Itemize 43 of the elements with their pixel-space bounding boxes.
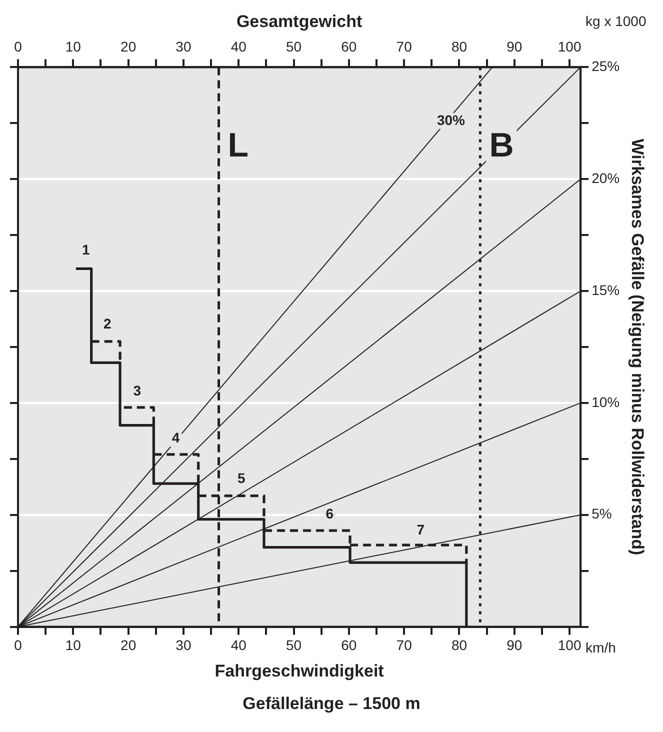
x-tick-label: 70	[396, 637, 412, 654]
x2-tick-label: 20	[120, 38, 136, 55]
y-axis-title: Wirksames Gefälle (Neigung minus Rollwiderstand)	[628, 138, 648, 556]
ref-line-label: L	[228, 126, 249, 165]
x2-axis-title: Gesamtgewicht	[236, 12, 362, 31]
y-tick-label: 15%	[592, 282, 620, 298]
x-tick-label: 0	[14, 637, 22, 654]
annotation: 5	[237, 470, 246, 486]
x2-tick-label: 100	[558, 38, 582, 55]
x-tick-label: 10	[65, 637, 82, 654]
y-tick-label: 25%	[592, 58, 620, 74]
annotation: 1	[82, 242, 90, 258]
text: km/h	[586, 640, 616, 656]
x2-tick-label: 40	[230, 38, 247, 55]
x2-tick-label: 10	[65, 38, 82, 55]
annotation: 4	[172, 430, 180, 446]
annotation: 30%	[436, 112, 466, 128]
x-tick-label: 60	[341, 637, 357, 654]
x-tick-label: 80	[451, 637, 468, 654]
x2-tick-label: 0	[14, 38, 22, 55]
x-tick-label: 40	[230, 637, 247, 654]
x2-tick-label: 90	[506, 38, 522, 55]
x2-tick-label: 30	[176, 38, 192, 55]
annotation: 7	[416, 521, 425, 538]
x-axis-title: Fahrgeschwindigkeit	[214, 661, 384, 680]
y-tick-label: 20%	[592, 170, 620, 186]
x-tick-label: 30	[176, 637, 192, 654]
annotation: 2	[103, 315, 112, 332]
x-tick-label: 20	[120, 637, 136, 654]
annotation: 6	[326, 506, 334, 522]
x-tick-label: 90	[506, 637, 522, 654]
x-tick-label: 100	[558, 637, 582, 654]
x2-tick-label: 50	[286, 38, 302, 55]
text: Gefällelänge – 1500 m	[242, 694, 422, 714]
x2-tick-label: 80	[451, 38, 468, 55]
ref-line-label: B	[489, 126, 514, 165]
y-tick-label: 5%	[592, 506, 612, 522]
text: kg x 1000	[586, 12, 646, 29]
y-tick-label: 10%	[592, 394, 620, 410]
x2-tick-label: 70	[396, 38, 412, 55]
x-tick-label: 50	[286, 637, 302, 654]
annotation: 3	[133, 382, 142, 399]
x2-tick-label: 60	[341, 38, 357, 55]
